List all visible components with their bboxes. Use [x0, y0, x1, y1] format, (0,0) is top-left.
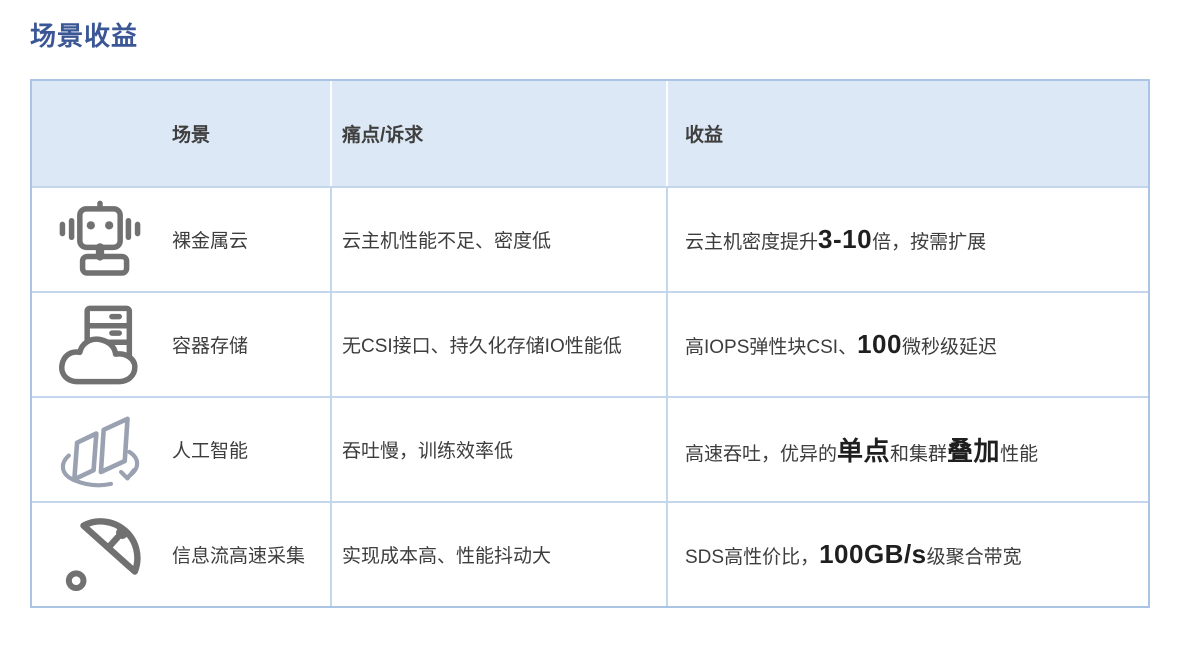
scenario-cell: 容器存储 — [32, 293, 332, 396]
benefit-text: 高速吞吐，优异的单点和集群叠加性能 — [685, 436, 1039, 466]
table-row: 人工智能 吞吐慢，训练效率低 高速吞吐，优异的单点和集群叠加性能 — [32, 396, 1148, 501]
scenario-label: 裸金属云 — [172, 231, 249, 252]
table-header-row: 场景 痛点/诉求 收益 — [32, 81, 1148, 186]
scenario-cell: 人工智能 — [32, 398, 332, 501]
pain-cell: 吞吐慢，训练效率低 — [332, 398, 668, 501]
table-row: 裸金属云 云主机性能不足、密度低 云主机密度提升3-10倍，按需扩展 — [32, 186, 1148, 291]
benefit-cell: 高速吞吐，优异的单点和集群叠加性能 — [668, 398, 1148, 501]
benefit-emphasis: 3-10 — [818, 224, 873, 254]
benefit-cell: 云主机密度提升3-10倍，按需扩展 — [668, 188, 1148, 291]
pain-cell: 实现成本高、性能抖动大 — [332, 503, 668, 606]
scenario-label: 人工智能 — [172, 441, 249, 462]
scenario-label: 容器存储 — [172, 336, 249, 357]
benefit-emphasis: 100GB/s — [819, 539, 927, 569]
benefit-text: SDS高性价比，100GB/s级聚合带宽 — [685, 539, 1022, 569]
robot-icon — [59, 200, 141, 276]
pain-cell: 云主机性能不足、密度低 — [332, 188, 668, 291]
benefit-text: 高IOPS弹性块CSI、100微秒级延迟 — [685, 329, 997, 359]
header-benefit: 收益 — [685, 125, 724, 146]
scenario-cell: 信息流高速采集 — [32, 503, 332, 606]
benefits-table: 场景 痛点/诉求 收益 — [30, 79, 1150, 608]
pain-cell: 无CSI接口、持久化存储IO性能低 — [332, 293, 668, 396]
satellite-dish-icon — [65, 517, 141, 591]
ai-sync-icon — [60, 416, 140, 487]
page-title: 场景收益 — [30, 21, 139, 51]
benefit-cell: 高IOPS弹性块CSI、100微秒级延迟 — [668, 293, 1148, 396]
benefit-cell: SDS高性价比，100GB/s级聚合带宽 — [668, 503, 1148, 606]
benefit-text: 云主机密度提升3-10倍，按需扩展 — [685, 224, 987, 254]
header-scenario: 场景 — [32, 81, 332, 186]
table-row: 信息流高速采集 实现成本高、性能抖动大 SDS高性价比，100GB/s级聚合带宽 — [32, 501, 1148, 606]
benefit-emphasis: 叠加 — [947, 436, 1001, 466]
cloud-server-icon — [59, 305, 138, 384]
scenario-label: 信息流高速采集 — [172, 546, 306, 567]
header-painpoint: 痛点/诉求 — [332, 81, 668, 186]
benefit-emphasis: 100 — [857, 329, 902, 359]
scenario-cell: 裸金属云 — [32, 188, 332, 291]
benefit-emphasis: 单点 — [837, 436, 891, 466]
table-row: 容器存储 无CSI接口、持久化存储IO性能低 高IOPS弹性块CSI、100微秒… — [32, 291, 1148, 396]
